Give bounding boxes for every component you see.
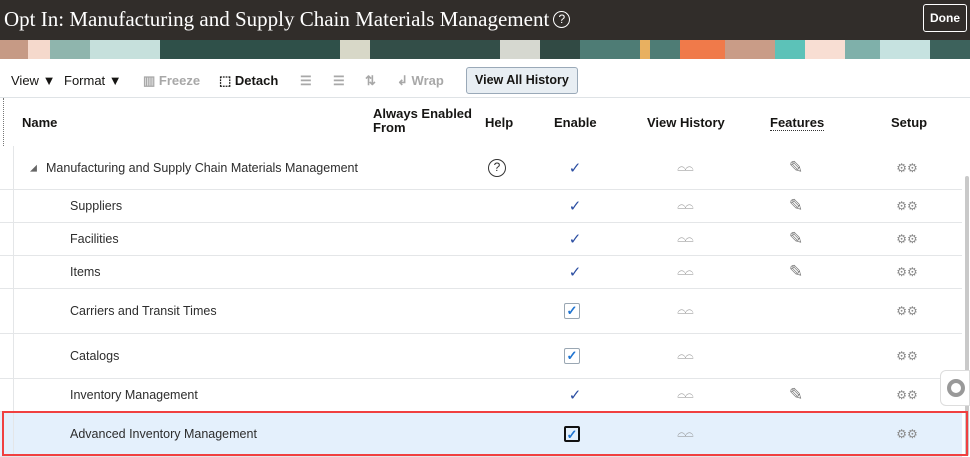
assistant-button[interactable]: [940, 370, 970, 406]
scrollbar-thumb[interactable]: [965, 176, 969, 456]
row-name: Inventory Management: [70, 388, 198, 402]
table-row[interactable]: Suppliers ✓ ⌓⌓ ✎ ⚙⚙: [0, 190, 962, 223]
col-features[interactable]: Features: [770, 115, 825, 131]
highlight-box: [2, 411, 968, 456]
row-name: Advanced Inventory Management: [70, 427, 257, 441]
row-name: Manufacturing and Supply Chain Materials…: [46, 160, 358, 175]
view-history-glasses-icon[interactable]: ⌓⌓: [677, 232, 693, 245]
freeze-icon: ▥: [143, 73, 156, 88]
wrap-icon: ↲: [397, 73, 408, 88]
edit-features-pencil-icon[interactable]: ✎: [788, 157, 804, 177]
edit-features-pencil-icon[interactable]: ✎: [788, 229, 804, 248]
view-history-glasses-icon[interactable]: ⌓⌓: [677, 304, 693, 317]
view-history-glasses-icon[interactable]: ⌓⌓: [677, 349, 693, 362]
col-always-enabled[interactable]: Always Enabled From: [373, 107, 472, 135]
caret-down-icon: ▼: [108, 73, 122, 88]
table-row[interactable]: Catalogs ✓ ⌓⌓ ⚙⚙: [0, 334, 962, 379]
enabled-check-icon: ✓: [568, 264, 582, 281]
setup-gears-icon[interactable]: ⚙⚙: [896, 199, 918, 213]
enabled-check-icon: ✓: [568, 387, 582, 404]
table-header: Name Always Enabled From Help Enable View…: [0, 98, 960, 146]
col-enable[interactable]: Enable: [554, 115, 597, 130]
row-name: Catalogs: [70, 349, 120, 363]
enabled-check-icon: ✓: [568, 231, 582, 248]
detach-icon: ⬚: [219, 73, 232, 88]
setup-gears-icon[interactable]: ⚙⚙: [896, 265, 918, 279]
col-setup[interactable]: Setup: [891, 115, 928, 130]
view-label: View: [11, 73, 39, 88]
enable-checkbox[interactable]: ✓: [564, 303, 580, 319]
page-title: Opt In: Manufacturing and Supply Chain M…: [4, 7, 571, 32]
table-row[interactable]: Inventory Management ✓ ⌓⌓ ✎ ⚙⚙: [0, 379, 962, 412]
col-view-history[interactable]: View History: [647, 115, 725, 130]
enabled-check-icon: ✓: [568, 198, 582, 215]
col-always-enabled-l1: Always Enabled: [373, 106, 472, 121]
view-all-history-button[interactable]: View All History: [466, 67, 578, 94]
col-always-enabled-l2: From: [373, 120, 406, 135]
row-header-gutter: [0, 146, 14, 457]
decorative-banner: [0, 40, 970, 59]
format-label: Format: [64, 73, 106, 88]
freeze-label: Freeze: [158, 73, 201, 88]
detach-label: Detach: [234, 73, 279, 88]
row-name: Items: [70, 265, 101, 279]
view-history-glasses-icon[interactable]: ⌓⌓: [677, 265, 693, 278]
outdent-icon[interactable]: ☰: [333, 73, 345, 88]
done-button[interactable]: Done: [923, 4, 967, 32]
row-name: Facilities: [70, 232, 119, 246]
setup-gears-icon[interactable]: ⚙⚙: [896, 304, 918, 318]
assistant-icon: [947, 379, 965, 397]
enable-checkbox[interactable]: ✓: [564, 348, 580, 364]
enabled-check-icon: ✓: [568, 159, 582, 177]
setup-gears-icon[interactable]: ⚙⚙: [896, 427, 918, 441]
title-bar: Opt In: Manufacturing and Supply Chain M…: [0, 0, 970, 40]
vertical-scrollbar[interactable]: [962, 146, 970, 457]
setup-gears-icon[interactable]: ⚙⚙: [896, 232, 918, 246]
table-row[interactable]: Facilities ✓ ⌓⌓ ✎ ⚙⚙: [0, 223, 962, 256]
view-history-glasses-icon[interactable]: ⌓⌓: [677, 199, 693, 212]
row-name: Carriers and Transit Times: [70, 304, 217, 318]
collapse-icon[interactable]: ◢: [30, 162, 37, 172]
detach-button[interactable]: ⬚ Detach: [219, 73, 278, 89]
edit-features-pencil-icon[interactable]: ✎: [788, 385, 804, 404]
reorder-icon[interactable]: ⇅: [365, 73, 376, 88]
setup-gears-icon[interactable]: ⚙⚙: [896, 349, 918, 363]
view-history-glasses-icon[interactable]: ⌓⌓: [677, 161, 693, 173]
col-help[interactable]: Help: [485, 115, 514, 130]
toolbar: View ▼ Format ▼ ▥ Freeze ⬚ Detach ☰ ☰ ⇅ …: [0, 60, 970, 98]
row-name: Suppliers: [70, 199, 123, 213]
setup-gears-icon[interactable]: ⚙⚙: [896, 160, 918, 175]
freeze-button[interactable]: ▥ Freeze: [143, 73, 200, 89]
table-row[interactable]: Items ✓ ⌓⌓ ✎ ⚙⚙: [0, 256, 962, 289]
view-history-glasses-icon[interactable]: ⌓⌓: [677, 388, 693, 401]
table-row[interactable]: Carriers and Transit Times ✓ ⌓⌓ ⚙⚙: [0, 289, 962, 334]
col-name[interactable]: Name: [22, 115, 58, 130]
caret-down-icon: ▼: [42, 73, 56, 88]
help-icon[interactable]: ?: [488, 158, 506, 177]
edit-features-pencil-icon[interactable]: ✎: [788, 262, 804, 281]
format-menu[interactable]: Format ▼: [64, 73, 122, 88]
view-history-glasses-icon[interactable]: ⌓⌓: [677, 427, 693, 440]
help-icon[interactable]: ?: [553, 11, 571, 28]
edit-features-pencil-icon[interactable]: ✎: [788, 196, 804, 215]
indent-icon[interactable]: ☰: [300, 73, 312, 88]
table-row[interactable]: ◢ Manufacturing and Supply Chain Material…: [0, 146, 962, 190]
setup-gears-icon[interactable]: ⚙⚙: [896, 388, 918, 402]
wrap-button[interactable]: ↲ Wrap: [397, 73, 444, 89]
enable-checkbox[interactable]: ✓: [564, 426, 580, 442]
wrap-label: Wrap: [411, 73, 444, 88]
page-title-text: Opt In: Manufacturing and Supply Chain M…: [4, 7, 550, 31]
view-menu[interactable]: View ▼: [11, 73, 55, 88]
